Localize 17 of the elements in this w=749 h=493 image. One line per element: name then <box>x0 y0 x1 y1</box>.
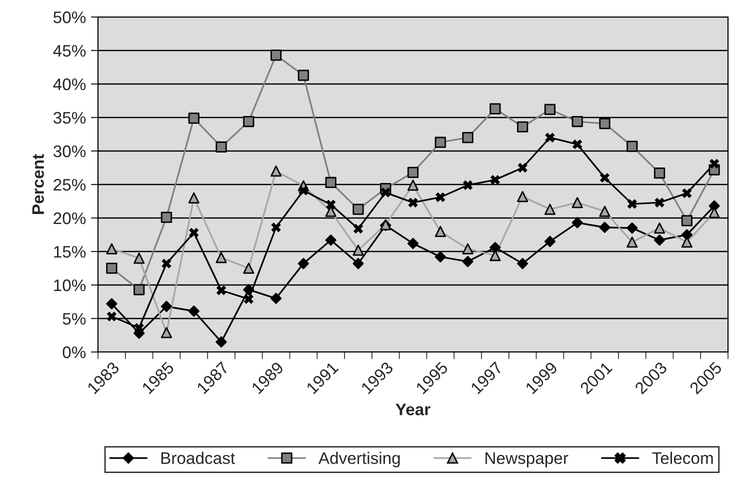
y-tick-label: 10% <box>54 279 86 292</box>
y-tick-label: 15% <box>54 246 86 258</box>
y-tick-label: 25% <box>54 178 86 191</box>
y-tick-label: 0% <box>62 346 86 358</box>
y-tick-label: 50% <box>54 11 86 24</box>
legend-label: Advertising <box>318 452 400 468</box>
y-axis-title: Percent <box>32 154 44 214</box>
legend-label: Newspaper <box>486 452 568 468</box>
legend-label: Broadcast <box>161 452 235 464</box>
y-tick-label: 40% <box>53 78 86 90</box>
y-tick-label: 35% <box>53 112 86 124</box>
y-tick-label: 20% <box>54 212 86 224</box>
legend-label: Telecom <box>652 452 713 464</box>
x-axis-title: Year <box>396 404 430 416</box>
y-tick-label: 45% <box>53 44 86 57</box>
y-tick-label: 30% <box>53 145 86 158</box>
y-tick-label: 5% <box>62 312 86 325</box>
